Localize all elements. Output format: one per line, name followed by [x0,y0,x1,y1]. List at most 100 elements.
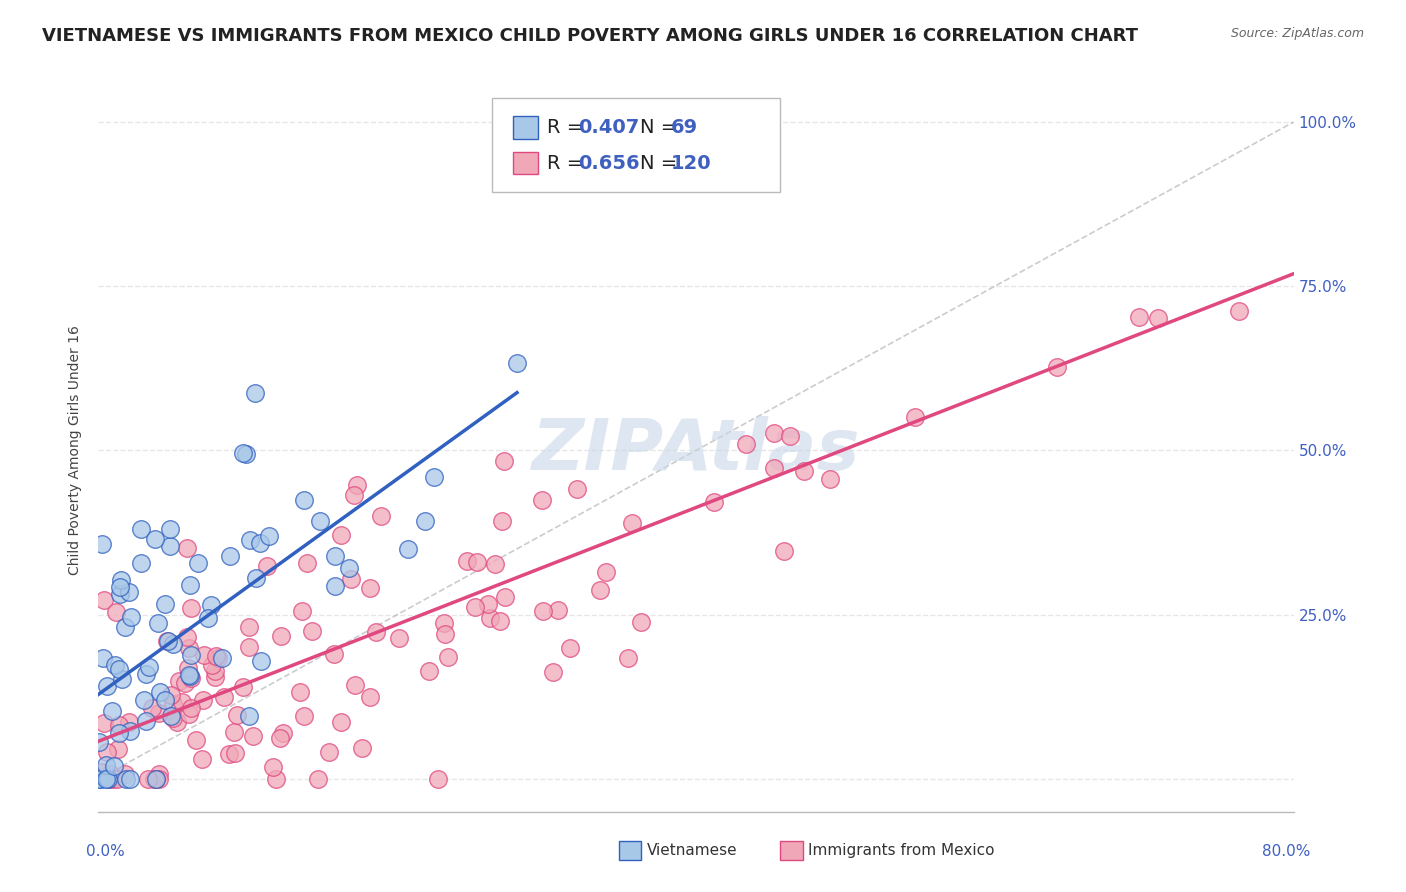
Point [308,514,330,528]
Point [135,666,157,681]
Text: 0.407: 0.407 [578,118,640,137]
Point [465,555,488,569]
Point [346,478,368,492]
Point [180,701,202,715]
Point [360,690,382,704]
Point [179,667,201,681]
Point [118,714,141,729]
Point [531,604,554,618]
Point [243,385,266,400]
Point [1128,310,1150,325]
Point [101,704,124,718]
Point [343,488,366,502]
Point [180,648,202,663]
Point [264,772,287,786]
Point [179,707,201,722]
Point [364,625,387,640]
Point [96,745,118,759]
Point [204,670,226,684]
Point [477,597,499,611]
Point [98,766,121,780]
Point [464,599,486,614]
Point [269,731,291,746]
Point [491,514,513,528]
Text: VIETNAMESE VS IMMIGRANTS FROM MEXICO CHILD POVERTY AMONG GIRLS UNDER 16 CORRELAT: VIETNAMESE VS IMMIGRANTS FROM MEXICO CHI… [42,27,1139,45]
Point [232,680,254,694]
Point [242,729,264,743]
Point [207,651,229,665]
Point [772,544,794,558]
Point [90,764,112,779]
Point [138,659,160,673]
Point [734,437,756,451]
Point [565,482,588,496]
Point [212,690,235,704]
Point [818,472,841,486]
Point [179,578,201,592]
Point [494,454,516,468]
Text: R =: R = [547,153,589,173]
Point [187,556,209,570]
Point [479,610,502,624]
Point [288,685,311,699]
Point [115,772,138,786]
Point [307,772,329,786]
Point [93,592,115,607]
Point [172,695,194,709]
Point [415,514,437,528]
Point [190,752,212,766]
Point [270,630,292,644]
Point [489,614,512,628]
Point [728,170,751,185]
Point [162,711,184,725]
Point [292,708,315,723]
Point [94,772,117,786]
Point [344,678,367,692]
Point [630,615,652,629]
Point [193,648,215,663]
Point [160,709,183,723]
Point [129,522,152,536]
Point [506,355,529,369]
Point [763,461,786,475]
Point [204,664,226,678]
Point [143,532,166,546]
Point [91,536,114,550]
Point [1227,303,1250,318]
Text: R =: R = [547,118,589,137]
Point [104,658,127,673]
Point [204,648,226,663]
Point [153,597,176,611]
Point [291,603,314,617]
Point [110,573,132,587]
Text: Immigrants from Mexico: Immigrants from Mexico [808,843,995,857]
Point [118,585,141,599]
Text: 0.0%: 0.0% [86,845,125,859]
Point [159,522,181,536]
Point [97,772,120,786]
Point [177,661,200,675]
Point [325,549,347,563]
Point [159,539,181,553]
Point [762,426,785,441]
Text: 69: 69 [671,118,697,137]
Point [103,758,125,772]
Point [1147,310,1170,325]
Point [292,493,315,508]
Point [322,648,344,662]
Point [101,772,124,786]
Point [166,714,188,729]
Point [107,742,129,756]
Point [703,495,725,509]
Point [108,580,131,594]
Point [388,631,411,645]
Text: N =: N = [640,153,683,173]
Point [484,557,506,571]
Text: N =: N = [640,118,683,137]
Point [173,676,195,690]
Point [426,772,449,786]
Point [108,662,131,676]
Point [145,772,167,786]
Text: Vietnamese: Vietnamese [647,843,737,857]
Point [418,664,440,678]
